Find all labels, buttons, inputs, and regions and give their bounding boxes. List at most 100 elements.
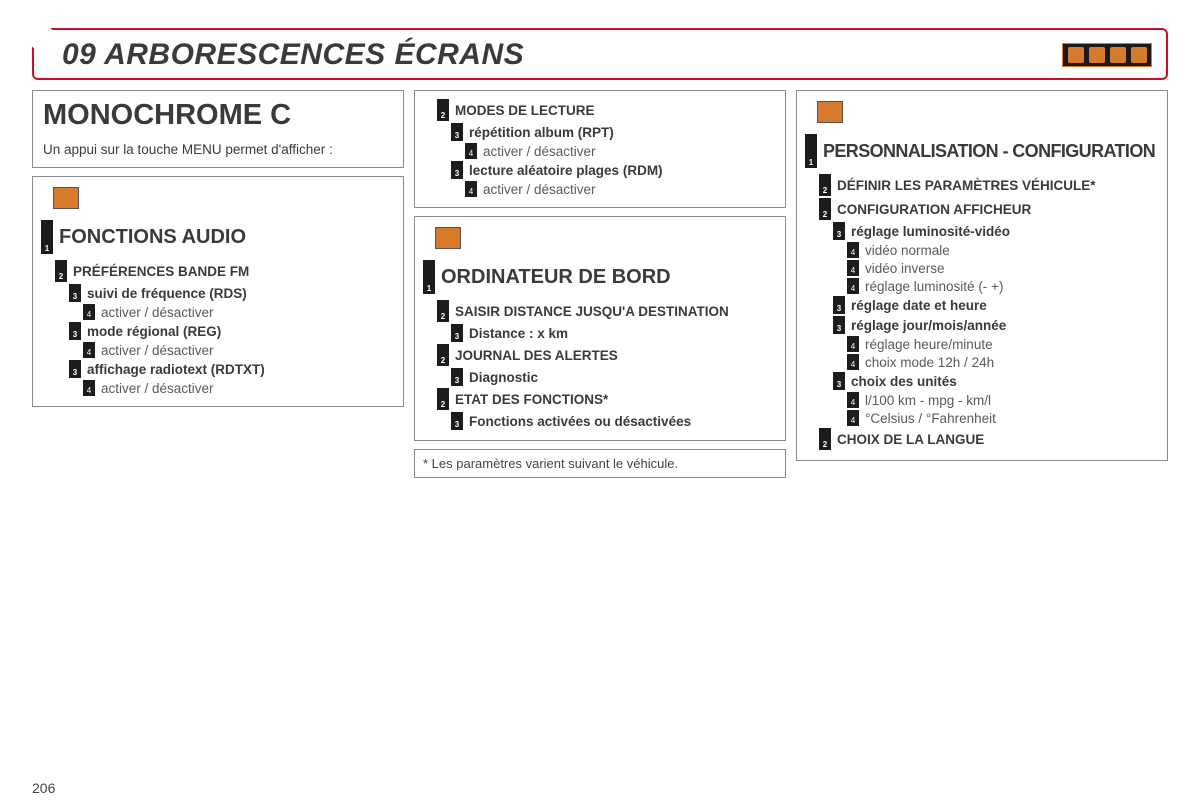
- level-tag: 4: [465, 143, 477, 159]
- level-tag: 4: [83, 380, 95, 396]
- level-tag: 4: [847, 410, 859, 426]
- level-tag: 3: [451, 368, 463, 386]
- page-number: 206: [32, 780, 55, 796]
- level-tag: 3: [69, 284, 81, 302]
- tree-label: CHOIX DE LA LANGUE: [837, 432, 984, 447]
- tree-label: choix mode 12h / 24h: [865, 355, 994, 370]
- header-icon-strip: [1062, 43, 1152, 67]
- tree-row-level-4: 4vidéo inverse: [847, 260, 1159, 276]
- level-tag: 3: [69, 360, 81, 378]
- level-tag: 4: [465, 181, 477, 197]
- tree-label: réglage luminosité-vidéo: [851, 224, 1010, 239]
- tree-label: affichage radiotext (RDTXT): [87, 362, 265, 377]
- tree-row-level-4: 4 choix mode 12h / 24h: [847, 354, 1159, 370]
- tree-row-level-3: 3 réglage date et heure: [833, 296, 1159, 314]
- tree-row-level-1: 1 PERSONNALISATION - CONFIGURATION: [805, 134, 1159, 168]
- tree-label: réglage date et heure: [851, 298, 987, 313]
- tree-label: réglage jour/mois/année: [851, 318, 1006, 333]
- level-tag: 2: [437, 344, 449, 366]
- tripcomputer-panel: 1ORDINATEUR DE BORD2SAISIR DISTANCE JUSQ…: [414, 216, 786, 441]
- tree-row-level-3: 3 suivi de fréquence (RDS): [69, 284, 395, 302]
- level-tag: 4: [847, 354, 859, 370]
- tree-row-level-3: 3Fonctions activées ou désactivées: [451, 412, 777, 430]
- tree-label: DÉFINIR LES PARAMÈTRES VÉHICULE*: [837, 178, 1096, 193]
- audio-icon: [53, 187, 79, 209]
- footnote: * Les paramètres varient suivant le véhi…: [414, 449, 786, 478]
- level-tag: 4: [847, 392, 859, 408]
- tree-label: activer / désactiver: [101, 343, 214, 358]
- tree-row-level-2: 2 CHOIX DE LA LANGUE: [819, 428, 1159, 450]
- tree-label: répétition album (RPT): [469, 125, 614, 140]
- intro-panel: MONOCHROME C Un appui sur la touche MENU…: [32, 90, 404, 168]
- tree-row-level-4: 4 activer / désactiver: [465, 181, 777, 197]
- level-tag: 2: [819, 198, 831, 220]
- level-tag: 3: [833, 222, 845, 240]
- level-tag: 4: [83, 304, 95, 320]
- config-panel: 1 PERSONNALISATION - CONFIGURATION 2 DÉFINI…: [796, 90, 1168, 461]
- tree-row-level-3: 3 répétition album (RPT): [451, 123, 777, 141]
- level-tag: 4: [847, 336, 859, 352]
- tree-row-level-4: 4 activer / désactiver: [83, 304, 395, 320]
- level-tag: 2: [437, 388, 449, 410]
- level-tag: 3: [451, 123, 463, 141]
- tree-row-level-3: 3 lecture aléatoire plages (RDM): [451, 161, 777, 179]
- tree-label: CONFIGURATION AFFICHEUR: [837, 202, 1031, 217]
- tree-label: Distance : x km: [469, 326, 568, 341]
- audio-panel: 1 FONCTIONS AUDIO 2 PRÉFÉRENCES BANDE FM 3 su…: [32, 176, 404, 407]
- tree-label: JOURNAL DES ALERTES: [455, 348, 618, 363]
- level-tag: 3: [451, 161, 463, 179]
- tree-label: SAISIR DISTANCE JUSQU'A DESTINATION: [455, 304, 729, 319]
- tree-label: °Celsius / °Fahrenheit: [865, 411, 996, 426]
- tree-row-level-3: 3réglage jour/mois/année: [833, 316, 1159, 334]
- tree-label: activer / désactiver: [101, 305, 214, 320]
- tree-row-level-2: 2 SAISIR DISTANCE JUSQU'A DESTINATION: [437, 300, 777, 322]
- tree-row-level-4: 4 l/100 km - mpg - km/l: [847, 392, 1159, 408]
- tree-row-level-2: 2 JOURNAL DES ALERTES: [437, 344, 777, 366]
- level-tag: 2: [437, 300, 449, 322]
- tree-label: mode régional (REG): [87, 324, 221, 339]
- column-1: MONOCHROME C Un appui sur la touche MENU…: [32, 90, 404, 407]
- level-tag: 3: [833, 372, 845, 390]
- level-tag: 2: [55, 260, 67, 282]
- level-tag: 1: [41, 220, 53, 254]
- tree-label: vidéo normale: [865, 243, 950, 258]
- tree-label: lecture aléatoire plages (RDM): [469, 163, 663, 178]
- level-tag: 3: [451, 324, 463, 342]
- tree-label: PRÉFÉRENCES BANDE FM: [73, 264, 249, 279]
- tree-label: vidéo inverse: [865, 261, 945, 276]
- level-tag: 2: [819, 174, 831, 196]
- tree-row-level-4: 4réglage luminosité (- +): [847, 278, 1159, 294]
- tree-row-level-4: 4réglage heure/minute: [847, 336, 1159, 352]
- tree-row-level-3: 3 réglage luminosité-vidéo: [833, 222, 1159, 240]
- tree-trip: 1ORDINATEUR DE BORD2SAISIR DISTANCE JUSQ…: [423, 260, 777, 430]
- tree-label: l/100 km - mpg - km/l: [865, 393, 991, 408]
- modes-panel: 2MODES DE LECTURE 3 répétition album (RPT)…: [414, 90, 786, 208]
- tree-row-level-4: 4activer / désactiver: [83, 342, 395, 358]
- level-tag: 3: [833, 296, 845, 314]
- tree-row-level-2: 2MODES DE LECTURE: [437, 99, 777, 121]
- tree-row-level-4: 4 vidéo normale: [847, 242, 1159, 258]
- tree-label: activer / désactiver: [483, 182, 596, 197]
- tree-label: FONCTIONS AUDIO: [59, 226, 246, 249]
- tree-row-level-4: 4 activer / désactiver: [465, 143, 777, 159]
- tree-label: Fonctions activées ou désactivées: [469, 414, 691, 429]
- level-tag: 1: [805, 134, 817, 168]
- tree-label: ORDINATEUR DE BORD: [441, 266, 671, 289]
- panel-title: MONOCHROME C: [43, 99, 393, 132]
- level-tag: 4: [847, 278, 859, 294]
- tree-modes: 2MODES DE LECTURE 3 répétition album (RPT)…: [423, 99, 777, 197]
- tree-row-level-3: 3mode régional (REG): [69, 322, 395, 340]
- tree-label: activer / désactiver: [101, 381, 214, 396]
- tree-row-level-4: 4 °Celsius / °Fahrenheit: [847, 410, 1159, 426]
- intro-text: Un appui sur la touche MENU permet d'aff…: [43, 142, 393, 157]
- tree-row-level-1: 1 FONCTIONS AUDIO: [41, 220, 395, 254]
- tree-label: activer / désactiver: [483, 144, 596, 159]
- level-tag: 2: [819, 428, 831, 450]
- page-title: 09 ARBORESCENCES ÉCRANS: [62, 38, 524, 72]
- page-header: 09 ARBORESCENCES ÉCRANS: [32, 28, 1168, 80]
- level-tag: 4: [847, 242, 859, 258]
- tree-label: suivi de fréquence (RDS): [87, 286, 247, 301]
- tree-label: PERSONNALISATION - CONFIGURATION: [823, 141, 1155, 162]
- tree-row-level-2: 2ETAT DES FONCTIONS*: [437, 388, 777, 410]
- column-2: 2MODES DE LECTURE 3 répétition album (RPT)…: [414, 90, 786, 478]
